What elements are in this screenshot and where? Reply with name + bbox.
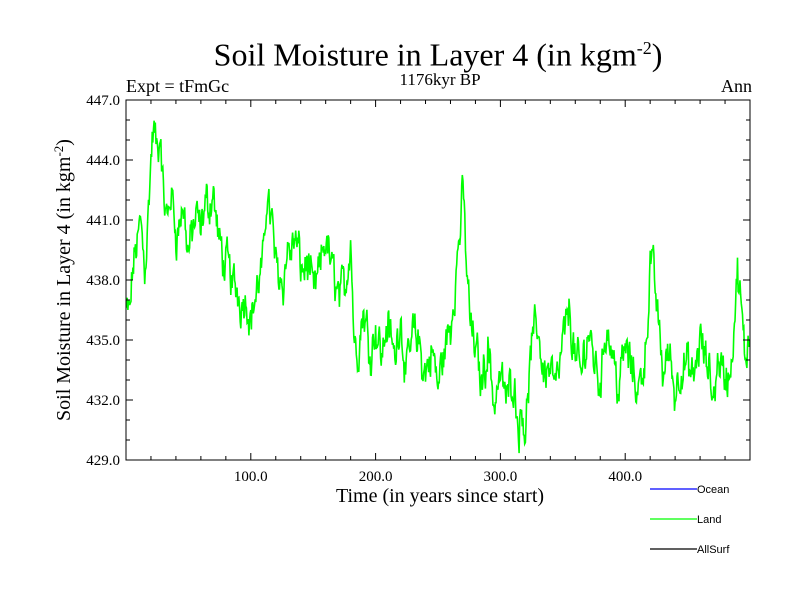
- x-tick-label: 100.0: [234, 469, 268, 485]
- legend-label-allsurf: AllSurf: [697, 544, 730, 556]
- plot-frame: [125, 99, 751, 461]
- y-tick-label: 444.0: [86, 153, 120, 169]
- y-tick-label: 432.0: [86, 393, 120, 409]
- chart-subtitle: 1176kyr BP: [399, 70, 481, 89]
- series-line-land: [126, 120, 750, 454]
- y-tick-label: 438.0: [86, 273, 120, 289]
- x-tick-label: 400.0: [608, 469, 642, 485]
- plot-area: [125, 99, 751, 461]
- legend: Ocean Land AllSurf: [650, 484, 730, 556]
- legend-label-ocean: Ocean: [697, 484, 729, 496]
- x-tick-label: 200.0: [359, 469, 393, 485]
- y-tick-label: 435.0: [86, 333, 120, 349]
- legend-label-land: Land: [697, 514, 721, 526]
- y-tick-label: 429.0: [86, 453, 120, 469]
- chart-title: Soil Moisture in Layer 4 (in kgm-2): [213, 36, 663, 73]
- y-axis-label: Soil Moisture in Layer 4 (in kgm-2): [51, 139, 76, 421]
- y-tick-label: 441.0: [86, 213, 120, 229]
- experiment-label: Expt = tFmGc: [126, 76, 230, 96]
- x-tick-label: 300.0: [484, 469, 518, 485]
- season-label: Ann: [721, 76, 752, 96]
- axis-ticks: 429.0 432.0 435.0 438.0 441.0 444.0 447.0 100.0…: [86, 93, 750, 485]
- x-axis-label: Time (in years since start): [336, 485, 544, 507]
- y-tick-label: 447.0: [86, 93, 120, 109]
